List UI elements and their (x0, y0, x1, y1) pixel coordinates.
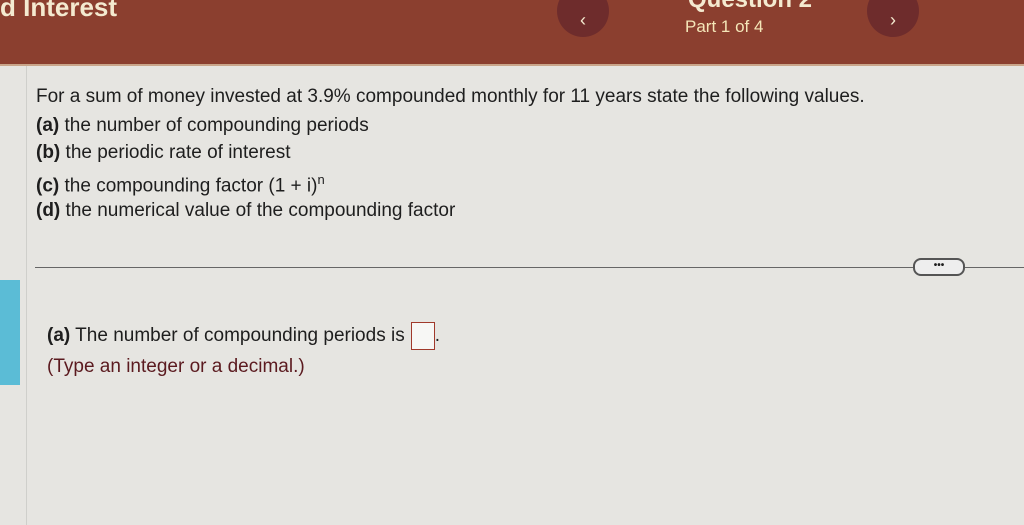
question-item-b: (b) the periodic rate of interest (36, 142, 291, 163)
part-indicator: Part 1 of 4 (685, 17, 764, 36)
assignment-title: d Interest (0, 0, 118, 22)
question-item-c: (c) the compounding factor (1 + i)n (36, 172, 325, 197)
question-title: Question 2 (640, 0, 860, 14)
active-part-marker (0, 280, 20, 385)
question-item-d: (d) the numerical value of the compoundi… (36, 200, 456, 221)
divider (35, 267, 1024, 268)
chevron-right-icon: › (890, 10, 896, 30)
more-options-button[interactable]: ••• (913, 258, 965, 276)
answer-hint: (Type an integer or a decimal.) (47, 356, 305, 377)
question-item-a: (a) the number of compounding periods (36, 115, 369, 136)
chevron-left-icon: ‹ (580, 10, 586, 30)
left-border (26, 66, 27, 525)
header: d Interest ‹ Question 2 Part 1 of 4 › (0, 0, 1024, 66)
previous-question-button[interactable]: ‹ (557, 0, 609, 37)
question-intro: For a sum of money invested at 3.9% comp… (36, 86, 865, 107)
next-question-button[interactable]: › (867, 0, 919, 37)
answer-prompt: (a) The number of compounding periods is… (47, 322, 440, 350)
answer-input[interactable] (410, 322, 435, 350)
